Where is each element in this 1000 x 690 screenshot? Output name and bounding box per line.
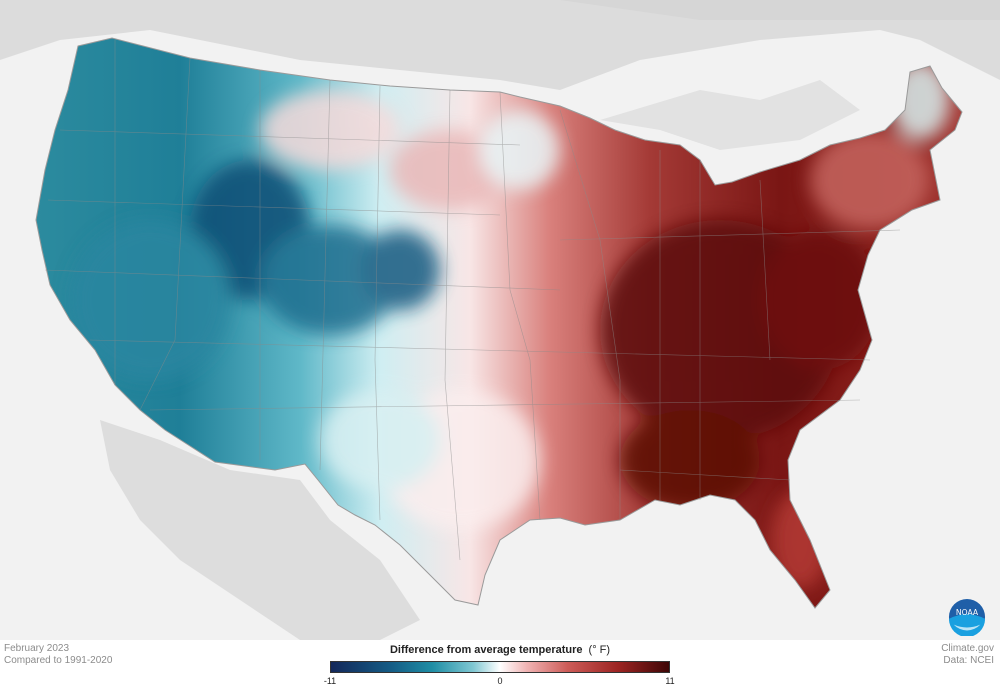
footer: February 2023 Compared to 1991-2020 Diff… <box>0 640 1000 690</box>
legend: Difference from average temperature (° F)… <box>320 643 680 686</box>
temperature-anomaly-map <box>0 0 1000 640</box>
legend-title: Difference from average temperature (° F) <box>320 643 680 657</box>
data-credit-label: Data: NCEI <box>943 655 994 666</box>
noaa-logo-text: NOAA <box>956 608 979 617</box>
map-meta: February 2023 Compared to 1991-2020 <box>4 643 112 667</box>
legend-unit: (° F) <box>588 644 611 656</box>
legend-color-bar <box>330 661 670 673</box>
credits: Climate.gov Data: NCEI <box>941 643 994 667</box>
legend-title-text: Difference from average temperature <box>389 644 583 656</box>
noaa-logo: NOAA <box>948 598 986 636</box>
source-label: Climate.gov <box>941 643 994 654</box>
background-land <box>0 0 1000 640</box>
baseline-label: Compared to 1991-2020 <box>4 655 113 666</box>
period-label: February 2023 <box>4 643 70 654</box>
legend-max-label: 11 <box>665 676 675 686</box>
state-borders <box>44 40 901 561</box>
legend-min-label: -11 <box>323 676 337 686</box>
legend-mid-label: 0 <box>497 676 503 686</box>
